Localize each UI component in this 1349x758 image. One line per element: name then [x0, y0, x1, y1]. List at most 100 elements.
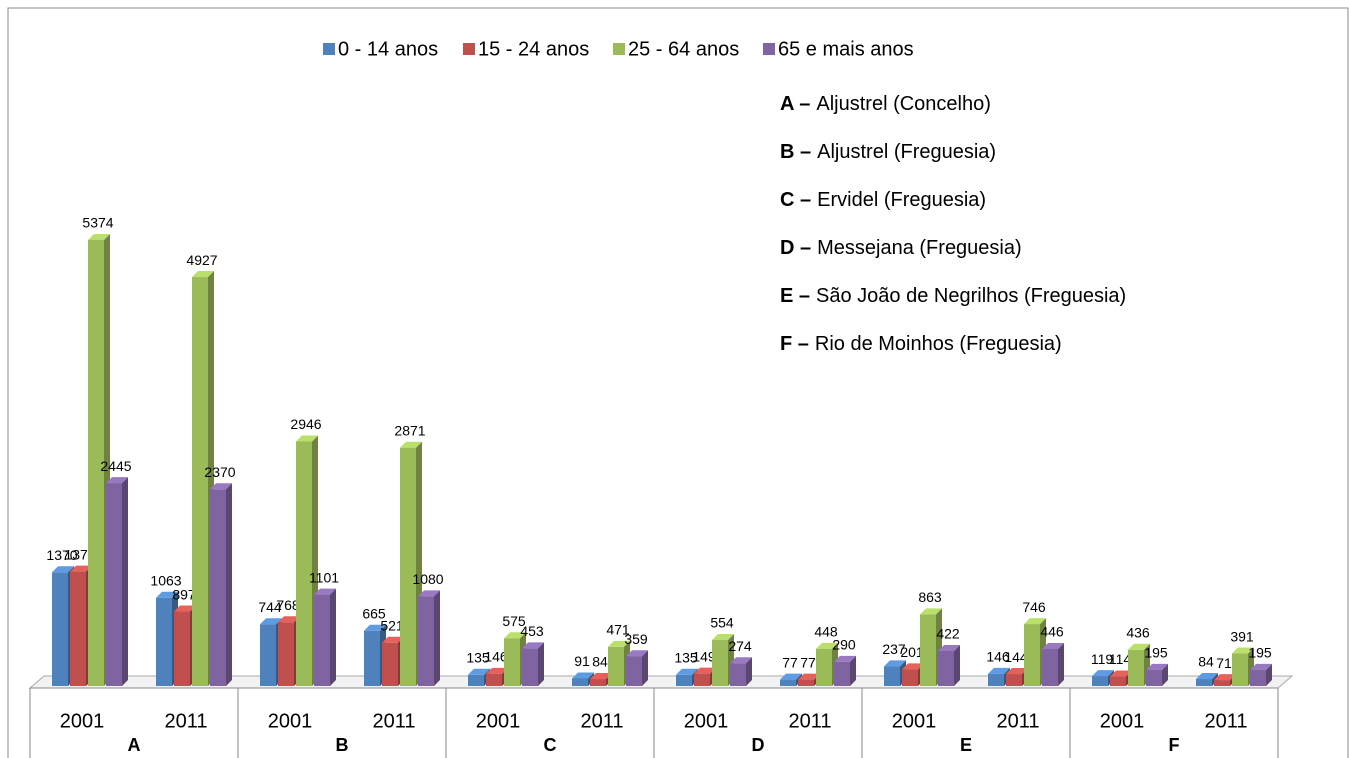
data-label: 768: [276, 597, 300, 613]
bar-top: [712, 634, 734, 641]
bar-top: [314, 588, 336, 595]
note: E – São João de Negrilhos (Freguesia): [780, 285, 1126, 307]
bar-side: [226, 483, 232, 686]
bar: [798, 679, 814, 686]
bar: [780, 679, 796, 686]
bar-top: [522, 642, 544, 649]
bar-top: [1042, 642, 1064, 649]
bar: [816, 648, 832, 686]
data-label: 521: [380, 617, 404, 633]
data-label: 448: [814, 624, 838, 640]
bar-top: [694, 667, 716, 674]
bar-top: [730, 657, 752, 664]
bar-side: [642, 650, 648, 686]
data-label: 91: [574, 653, 590, 669]
note-text: Ervidel (Freguesia): [817, 189, 986, 211]
bar-top: [1146, 663, 1168, 670]
data-label: 274: [728, 638, 752, 654]
bar-top: [920, 608, 942, 615]
bar-side: [1162, 663, 1168, 686]
bar: [468, 674, 484, 686]
bar: [1214, 680, 1230, 686]
data-label: 119: [1091, 651, 1114, 667]
data-label: 135: [466, 649, 490, 665]
note: B – Aljustrel (Freguesia): [780, 141, 996, 163]
data-label: 135: [674, 649, 698, 665]
bar: [1250, 669, 1266, 686]
bar-top: [468, 668, 490, 675]
legend-label: 0 - 14 anos: [338, 38, 438, 60]
data-label: 744: [258, 599, 282, 615]
bar: [902, 669, 918, 686]
note: C – Ervidel (Freguesia): [780, 189, 986, 211]
bar-top: [626, 650, 648, 657]
legend-label: 65 e mais anos: [778, 38, 914, 60]
bar-side: [850, 655, 856, 686]
bar: [1042, 648, 1058, 686]
legend-swatch: [323, 43, 335, 55]
bar-top: [70, 565, 92, 572]
bar-top: [486, 667, 508, 674]
bar: [712, 640, 728, 686]
data-label: 290: [832, 637, 856, 653]
data-label: 746: [1022, 599, 1046, 615]
bar: [314, 594, 330, 686]
bar: [156, 597, 172, 686]
bar: [522, 648, 538, 686]
bar-top: [884, 660, 906, 667]
group-label: E: [960, 735, 972, 755]
bar: [382, 642, 398, 686]
data-label: 422: [936, 626, 960, 642]
chart-border: [7, 7, 1349, 758]
group-label: C: [544, 735, 557, 755]
bar-top: [938, 644, 960, 651]
bar-top: [278, 616, 300, 623]
note-key: D –: [780, 237, 811, 259]
data-label: 149: [692, 648, 716, 664]
note: F – Rio de Moinhos (Freguesia): [780, 333, 1062, 355]
data-label: 1370: [46, 547, 77, 563]
bar: [1024, 624, 1040, 686]
bar-top: [364, 624, 386, 631]
bar: [504, 638, 520, 686]
bar: [70, 571, 86, 686]
bar: [920, 614, 936, 686]
group-label: D: [752, 735, 765, 755]
bar-top: [174, 605, 196, 612]
x-tick-label: 2001: [60, 710, 105, 732]
data-label: 2946: [290, 416, 321, 432]
legend-swatch: [763, 43, 775, 55]
bar: [572, 678, 588, 686]
bar: [1146, 669, 1162, 686]
bar: [260, 624, 276, 686]
x-tick-label: 2011: [372, 710, 415, 732]
bar-top: [902, 663, 924, 670]
data-label: 1063: [150, 572, 181, 588]
bar: [1128, 649, 1144, 686]
bar-side: [1058, 642, 1064, 686]
data-label: 146: [484, 649, 508, 665]
bar-top: [1250, 663, 1272, 670]
note-text: Aljustrel (Concelho): [816, 93, 991, 115]
bar-top: [210, 483, 232, 490]
data-label: 1101: [309, 569, 339, 585]
bar-side: [1266, 663, 1272, 686]
bar: [296, 441, 312, 686]
note-text: Aljustrel (Freguesia): [817, 141, 996, 163]
bar: [364, 630, 380, 686]
bar: [400, 447, 416, 686]
bar-top: [156, 591, 178, 598]
bar-top: [260, 618, 282, 625]
bar-top: [1092, 670, 1114, 677]
bar: [694, 673, 710, 686]
bar: [278, 622, 294, 686]
x-tick-label: 2001: [684, 710, 729, 732]
data-label: 446: [1040, 624, 1064, 640]
bar-side: [122, 477, 128, 686]
bar-side: [538, 642, 544, 686]
bar-top: [1128, 643, 1150, 650]
bar-top: [296, 435, 318, 442]
bar-top: [382, 636, 404, 643]
data-label: 114: [1109, 651, 1132, 667]
